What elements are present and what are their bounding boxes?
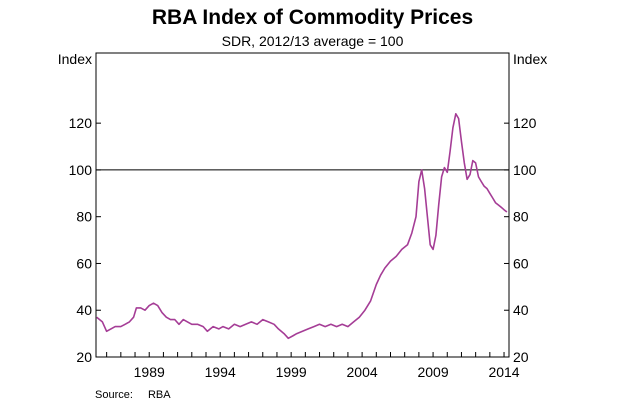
y-tick-label-right: 120 — [513, 115, 537, 131]
y-tick-label-right: 100 — [513, 162, 537, 178]
y-tick-label-left: 80 — [76, 209, 92, 225]
y-tick-label-left: 120 — [69, 115, 93, 131]
chart-title: RBA Index of Commodity Prices — [151, 6, 474, 29]
chart-subtitle: SDR, 2012/13 average = 100 — [221, 33, 404, 49]
y-tick-label-left: 40 — [76, 302, 92, 318]
x-tick-label: 2004 — [347, 364, 378, 380]
plot-frame — [95, 52, 510, 358]
y-tick-label-right: 20 — [513, 349, 529, 365]
commodity-index-line — [96, 113, 508, 340]
x-tick-label: 1989 — [134, 364, 165, 380]
source-note: Source: RBA — [95, 389, 183, 401]
x-tick-label: 2014 — [488, 364, 519, 380]
y-axis-label-left: Index — [58, 51, 92, 67]
x-tick-label: 1994 — [205, 364, 236, 380]
source-value: RBA — [147, 389, 171, 401]
source-label: Source: — [95, 389, 133, 401]
y-tick-label-right: 60 — [513, 255, 529, 271]
y-tick-label-right: 80 — [513, 209, 529, 225]
y-tick-label-left: 20 — [76, 349, 92, 365]
y-tick-label-right: 40 — [513, 302, 529, 318]
y-tick-label-left: 60 — [76, 255, 92, 271]
y-axis-label-right: Index — [513, 51, 547, 67]
x-tick-label: 2009 — [417, 364, 448, 380]
x-tick-label: 1999 — [276, 364, 307, 380]
y-tick-label-left: 100 — [69, 162, 93, 178]
